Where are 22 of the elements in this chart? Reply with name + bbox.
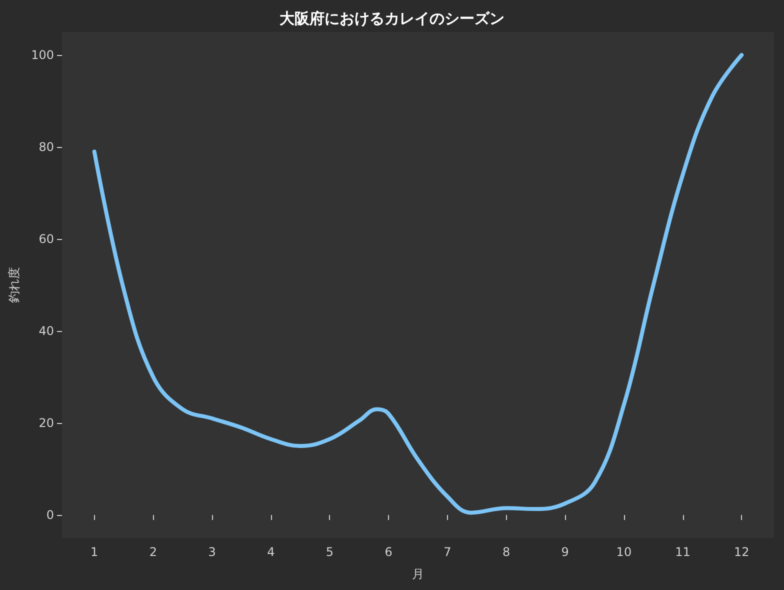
- x-axis-title: 月: [412, 567, 424, 581]
- x-tick-label: 6: [384, 545, 392, 559]
- x-tick-label: 12: [734, 545, 750, 559]
- x-tick-label: 8: [502, 545, 510, 559]
- x-tick-label: 1: [90, 545, 98, 559]
- x-tick-label: 4: [267, 545, 275, 559]
- x-tick-label: 9: [561, 545, 569, 559]
- x-tick-label: 7: [444, 545, 452, 559]
- y-tick-label: 60: [38, 232, 54, 246]
- y-tick-label: 0: [46, 508, 54, 522]
- line-series: [92, 53, 744, 515]
- x-tick-label: 2: [149, 545, 158, 559]
- y-tick-label: 40: [38, 324, 54, 338]
- y-tick-label: 80: [38, 140, 54, 154]
- x-tick-label: 11: [675, 545, 690, 559]
- y-axis-title: 釣れ度: [7, 267, 22, 303]
- x-tick-label: 5: [326, 545, 334, 559]
- y-tick-label: 100: [31, 48, 54, 62]
- chart-title: 大阪府におけるカレイのシーズン: [280, 10, 504, 28]
- x-tick-label: 3: [208, 545, 216, 559]
- x-tick-label: 10: [616, 545, 632, 559]
- y-tick-label: 20: [38, 416, 54, 430]
